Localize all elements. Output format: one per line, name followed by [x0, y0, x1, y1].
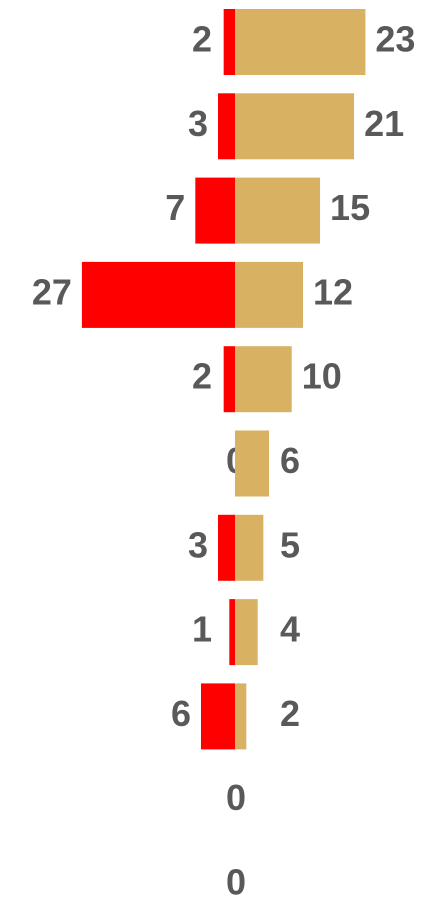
value-label: 21	[364, 103, 404, 144]
bar-left	[217, 514, 235, 581]
value-label: 15	[330, 187, 370, 228]
value-label: 2	[280, 693, 300, 734]
value-label: 1	[192, 609, 212, 650]
bar-left	[229, 599, 235, 666]
value-label: 3	[188, 103, 208, 144]
bar-right	[235, 93, 355, 160]
bar-right	[235, 261, 304, 328]
value-label: 10	[302, 356, 342, 397]
value-label: 12	[313, 271, 353, 312]
bar-left	[200, 683, 235, 750]
value-label: 2	[192, 356, 212, 397]
value-label: 0	[226, 777, 246, 818]
bar-right	[235, 177, 321, 244]
bar-left	[223, 346, 235, 413]
value-label: 4	[280, 609, 300, 650]
bar-left	[81, 261, 235, 328]
value-label: 0	[226, 862, 246, 901]
value-label: 5	[280, 524, 300, 565]
value-label: 6	[280, 440, 300, 481]
bar-right	[235, 430, 270, 497]
bar-right	[235, 599, 258, 666]
bar-right	[235, 9, 366, 75]
bar-right	[235, 514, 264, 581]
value-label: 7	[165, 187, 185, 228]
value-label: 27	[32, 271, 72, 312]
value-label: 6	[171, 693, 191, 734]
bar-left	[223, 9, 235, 75]
value-label: 2	[192, 19, 212, 60]
bar-left	[217, 93, 235, 160]
bar-left	[195, 177, 235, 244]
bar-right	[235, 346, 292, 413]
bar-right	[235, 683, 247, 750]
value-label: 23	[375, 19, 415, 60]
value-label: 3	[188, 524, 208, 565]
